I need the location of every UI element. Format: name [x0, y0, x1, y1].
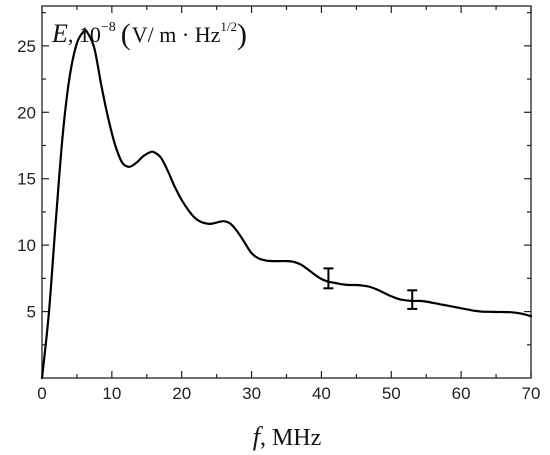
x-label-symbol: f — [253, 422, 264, 451]
error-bar — [323, 267, 334, 290]
series-line — [40, 29, 533, 380]
x-tick-label: 70 — [522, 384, 541, 403]
plot-frame — [41, 5, 532, 379]
x-tick-label: 20 — [172, 384, 191, 403]
tick-labels: 0 10 20 30 40 50 60 70 5 10 15 20 25 — [17, 37, 540, 403]
x-tick-label: 60 — [452, 384, 471, 403]
error-bars — [323, 267, 418, 310]
y-tick-label: 5 — [27, 303, 36, 322]
y-tick-label: 25 — [17, 37, 36, 56]
y-label-unit-exponent: 1/2 — [220, 19, 237, 34]
y-tick-label: 15 — [17, 170, 36, 189]
x-label-unit: , MHz — [260, 425, 321, 451]
x-tick-label: 30 — [242, 384, 261, 403]
y-label-scale-exponent: −8 — [101, 20, 116, 35]
y-label-scale: , 10 — [68, 22, 101, 47]
x-tick-label: 40 — [312, 384, 331, 403]
y-axis-label: E, 10−8 (V/ m · Hz1/2) — [51, 18, 247, 51]
y-tick-label: 10 — [17, 236, 36, 255]
tick-marks — [41, 6, 532, 378]
error-bar — [407, 289, 418, 310]
y-label-unit: V/ m · Hz — [132, 22, 221, 47]
x-axis-label: f, MHz — [253, 422, 322, 451]
x-tick-label: 50 — [382, 384, 401, 403]
y-label-symbol: E — [51, 19, 68, 48]
x-tick-label: 10 — [102, 384, 121, 403]
y-label-close-paren: ) — [237, 18, 247, 51]
y-tick-label: 20 — [17, 103, 36, 122]
x-tick-label: 0 — [37, 384, 46, 403]
y-label-open-paren: ( — [121, 18, 131, 51]
